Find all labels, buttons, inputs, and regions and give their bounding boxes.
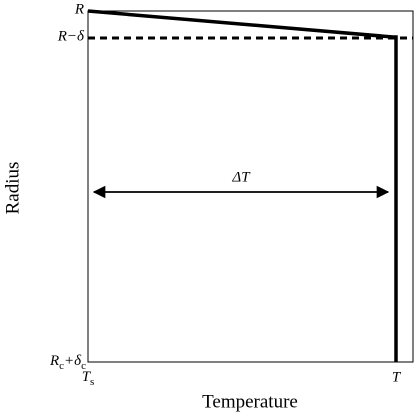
label-sub: c xyxy=(81,360,86,372)
temperature-profile xyxy=(87,9,398,362)
label-part: T xyxy=(82,369,92,385)
annotation: ΔT xyxy=(231,169,251,185)
label-part: R xyxy=(49,353,59,369)
y-tick-label: Rc+δc xyxy=(49,353,86,371)
label-sub: c xyxy=(59,360,64,372)
x-tick-label: Ts xyxy=(82,369,95,387)
axes-frame xyxy=(87,10,414,363)
y-tick-label: R−δ xyxy=(57,28,85,44)
x-tick-label: T xyxy=(392,369,402,385)
label-sub: s xyxy=(90,376,94,388)
y-axis-title: Radius xyxy=(2,162,23,215)
y-tick-label: R xyxy=(74,1,84,17)
label-part: +δ xyxy=(64,353,82,369)
x-axis-title: Temperature xyxy=(202,391,298,412)
